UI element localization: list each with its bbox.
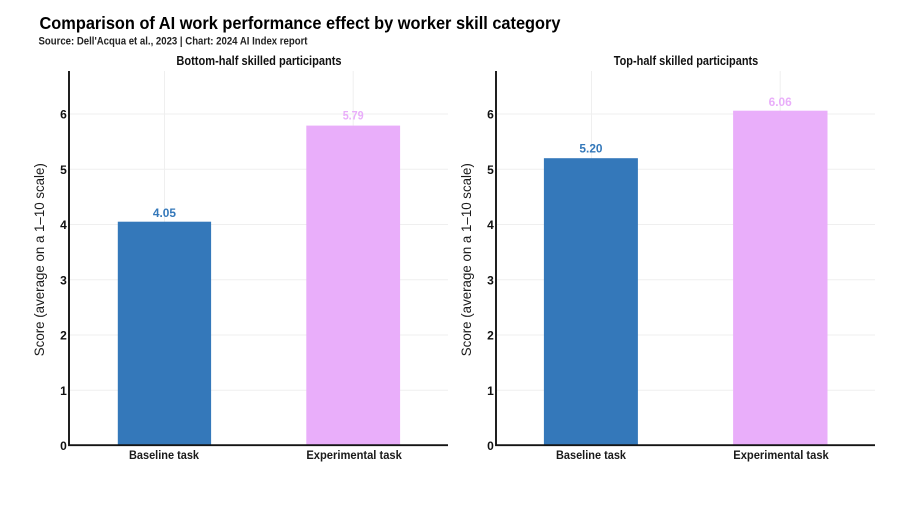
svg-text:3: 3	[487, 274, 494, 288]
svg-text:Experimental task: Experimental task	[306, 448, 402, 462]
svg-text:1: 1	[487, 384, 494, 398]
svg-text:Source: Dell'Acqua et al., 202: Source: Dell'Acqua et al., 2023 | Chart:…	[39, 35, 308, 47]
svg-text:2: 2	[487, 329, 494, 343]
svg-text:Comparison of AI work performa: Comparison of AI work performance effect…	[40, 13, 561, 33]
svg-text:4.05: 4.05	[153, 208, 177, 220]
svg-text:Bottom-half skilled participan: Bottom-half skilled participants	[176, 53, 341, 68]
svg-text:3: 3	[60, 274, 67, 288]
svg-text:0: 0	[60, 439, 67, 453]
svg-text:5.79: 5.79	[343, 111, 364, 123]
svg-text:Baseline task: Baseline task	[556, 448, 626, 462]
svg-text:Experimental task: Experimental task	[733, 448, 829, 462]
svg-text:Score (average on a 1–10 scale: Score (average on a 1–10 scale)	[31, 163, 47, 356]
svg-text:1: 1	[60, 384, 67, 398]
svg-text:5: 5	[60, 163, 67, 177]
svg-text:Baseline task: Baseline task	[129, 448, 199, 462]
svg-text:Score (average on a 1–10 scale: Score (average on a 1–10 scale)	[458, 163, 474, 356]
svg-text:4: 4	[487, 218, 494, 232]
svg-text:4: 4	[60, 218, 67, 232]
svg-text:6: 6	[60, 108, 67, 122]
svg-text:5: 5	[487, 163, 494, 177]
svg-text:5.20: 5.20	[579, 144, 602, 156]
svg-text:6: 6	[487, 108, 494, 122]
svg-text:Top-half skilled participants: Top-half skilled participants	[614, 53, 759, 68]
svg-text:2: 2	[60, 329, 67, 343]
svg-text:6.06: 6.06	[769, 97, 792, 109]
svg-text:0: 0	[487, 439, 494, 453]
